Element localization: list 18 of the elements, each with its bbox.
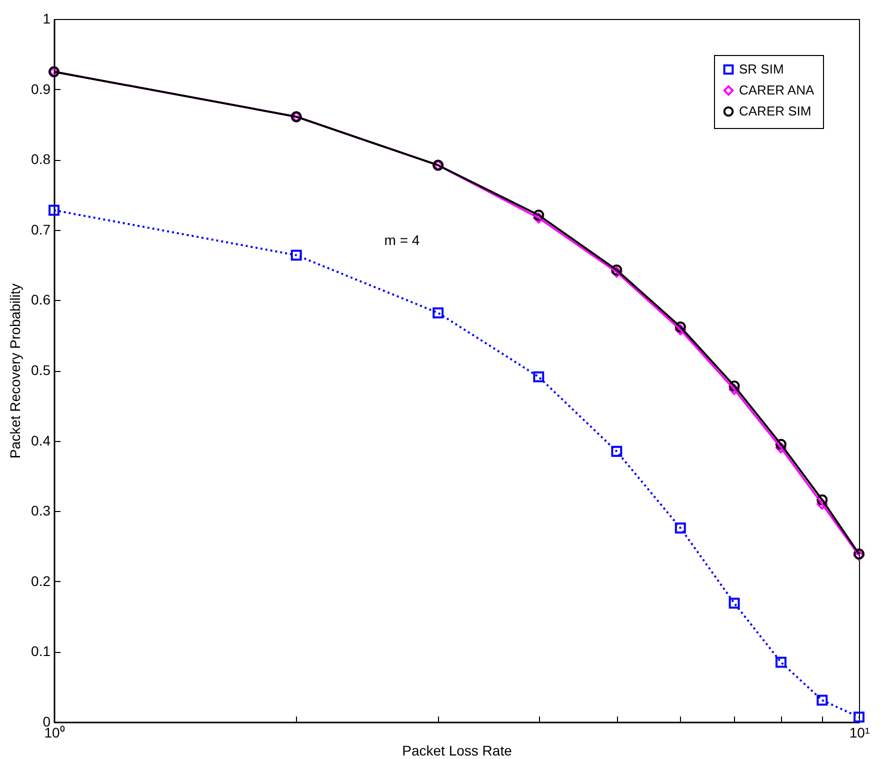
y-tick-label: 0.5 [31, 362, 51, 378]
y-tick-label: 0.1 [31, 643, 51, 660]
y-tick-label: 0.6 [31, 292, 51, 308]
y-tick-label: 0.8 [31, 151, 51, 168]
legend-label: CARER SIM [739, 104, 812, 118]
y-tick-label: 0.2 [31, 572, 51, 589]
y-tick-label: 0.9 [31, 80, 51, 97]
y-tick-label: 0.3 [31, 502, 51, 519]
x-tick-label: 10¹ [849, 724, 870, 740]
legend-label: SR SIM [739, 62, 784, 76]
x-axis-title: Packet Loss Rate [402, 742, 512, 758]
y-tick-label: 1 [42, 10, 51, 26]
y-tick-label: 0.7 [31, 221, 51, 238]
x-tick-label: 10⁰ [44, 724, 65, 740]
annotation: m = 4 [384, 232, 420, 248]
legend-label: CARER ANA [739, 82, 814, 98]
y-axis-title: Packet Recovery Probability [7, 283, 24, 459]
y-tick-label: 0.4 [31, 432, 51, 448]
